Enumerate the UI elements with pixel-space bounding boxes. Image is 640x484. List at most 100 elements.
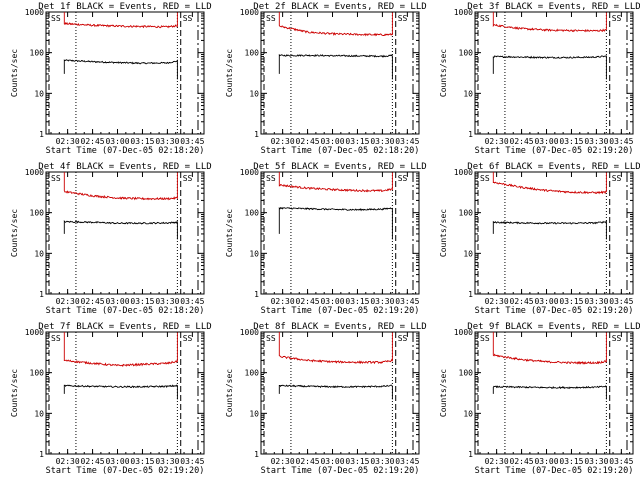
panel-title: Det 6f BLACK = Events, RED = LLD [467,162,640,172]
y-tick-label: 10 [463,89,473,98]
y-axis-label: Counts/sec [439,209,448,257]
y-tick-label: 10 [249,409,259,418]
plot-frame [45,331,205,455]
x-tick-label: 02:30 [56,137,80,146]
y-tick-label: 1000 [240,168,259,177]
x-tick-label: 03:30 [584,297,608,306]
ss-marker: SS [183,174,193,183]
x-tick-label: 03:15 [345,457,369,466]
panel-det-9: Det 9f BLACK = Events, RED = LLD 1 10 100 10… [439,322,640,476]
x-axis-label: Start Time (07-Dec-05 02:19:20) [475,306,634,316]
y-tick-label: 1000 [25,168,44,177]
y-tick-label: 100 [30,49,45,58]
lld-series-line [63,12,178,29]
y-axis-label: Counts/sec [225,209,234,257]
lld-series-line [492,332,607,365]
lld-series-line [492,172,607,195]
x-tick-label: 03:00 [534,297,558,306]
x-tick-label: 03:45 [180,137,204,146]
y-tick-label: 10 [34,89,44,98]
x-tick-label: 03:00 [320,457,344,466]
y-axis-label: Counts/sec [225,369,234,417]
y-tick-label: 100 [245,49,260,58]
ss-marker: SS [612,174,622,183]
events-series-line [63,220,178,240]
plot-frame [474,331,634,455]
lld-series-line [492,12,607,33]
y-axis-label: Counts/sec [439,49,448,97]
x-axis-label: Start Time (07-Dec-05 02:19:20) [475,146,634,156]
panel-title: Det 5f BLACK = Events, RED = LLD [253,162,426,172]
y-tick-label: 100 [459,49,474,58]
x-tick-label: 03:45 [609,297,633,306]
x-tick-label: 02:45 [296,137,320,146]
x-tick-label: 02:45 [81,457,105,466]
x-tick-label: 03:15 [559,457,583,466]
x-tick-label: 02:30 [271,297,295,306]
x-axis-label: Start Time (07-Dec-05 02:18:20) [46,306,205,316]
ss-marker: SS [480,334,490,343]
ss-marker: SS [51,174,61,183]
events-series-line [63,384,178,400]
x-tick-label: 03:15 [130,457,154,466]
x-tick-label: 03:45 [395,297,419,306]
y-tick-label: 1000 [240,8,259,17]
y-tick-label: 1 [39,450,44,459]
y-tick-label: 1000 [454,8,473,17]
x-tick-label: 03:30 [584,137,608,146]
y-tick-label: 1 [39,130,44,139]
x-tick-label: 03:30 [370,137,394,146]
panel-title: Det 8f BLACK = Events, RED = LLD [253,322,426,332]
x-tick-label: 03:00 [105,457,129,466]
ss-marker: SS [266,334,276,343]
x-tick-label: 03:30 [155,297,179,306]
x-tick-label: 02:45 [296,457,320,466]
x-axis-label: Start Time (07-Dec-05 02:18:20) [46,146,205,156]
x-tick-label: 03:00 [534,137,558,146]
y-tick-label: 10 [34,249,44,258]
ss-marker: SS [398,174,408,183]
panel-title: Det 9f BLACK = Events, RED = LLD [467,322,640,332]
y-tick-label: 10 [34,409,44,418]
events-series-line [278,206,393,240]
ss-marker: SS [612,334,622,343]
plot-frame [474,11,634,135]
plot-frame [45,11,205,135]
y-tick-label: 1 [468,290,473,299]
x-tick-label: 03:15 [130,297,154,306]
y-tick-label: 10 [463,409,473,418]
y-tick-label: 1000 [454,168,473,177]
x-tick-label: 03:00 [534,457,558,466]
panel-det-6: Det 6f BLACK = Events, RED = LLD 1 10 100 10… [439,162,640,316]
y-axis-label: Counts/sec [10,209,19,257]
x-tick-label: 03:45 [180,297,204,306]
panel-title: Det 4f BLACK = Events, RED = LLD [38,162,211,172]
plot-frame [45,171,205,295]
panel-det-7: Det 7f BLACK = Events, RED = LLD 1 10 100 10… [10,322,212,476]
y-tick-label: 1 [468,450,473,459]
events-series-line [492,55,607,80]
y-tick-label: 1000 [25,328,44,337]
y-tick-label: 1000 [454,328,473,337]
y-axis-label: Counts/sec [439,369,448,417]
x-tick-label: 03:45 [180,457,204,466]
y-tick-label: 1 [254,130,259,139]
x-tick-label: 02:30 [271,457,295,466]
panel-title: Det 2f BLACK = Events, RED = LLD [253,2,426,12]
plot-frame [260,331,420,455]
x-tick-label: 02:30 [56,457,80,466]
x-tick-label: 03:45 [609,137,633,146]
x-tick-label: 03:30 [155,457,179,466]
events-series-line [278,53,393,80]
y-axis-label: Counts/sec [225,49,234,97]
plot-frame [474,171,634,295]
panel-title: Det 1f BLACK = Events, RED = LLD [38,2,211,12]
x-axis-label: Start Time (07-Dec-05 02:19:20) [261,306,420,316]
events-series-line [492,385,607,400]
ss-marker: SS [612,14,622,23]
y-tick-label: 1 [254,290,259,299]
y-tick-label: 100 [245,369,260,378]
y-tick-label: 10 [463,249,473,258]
